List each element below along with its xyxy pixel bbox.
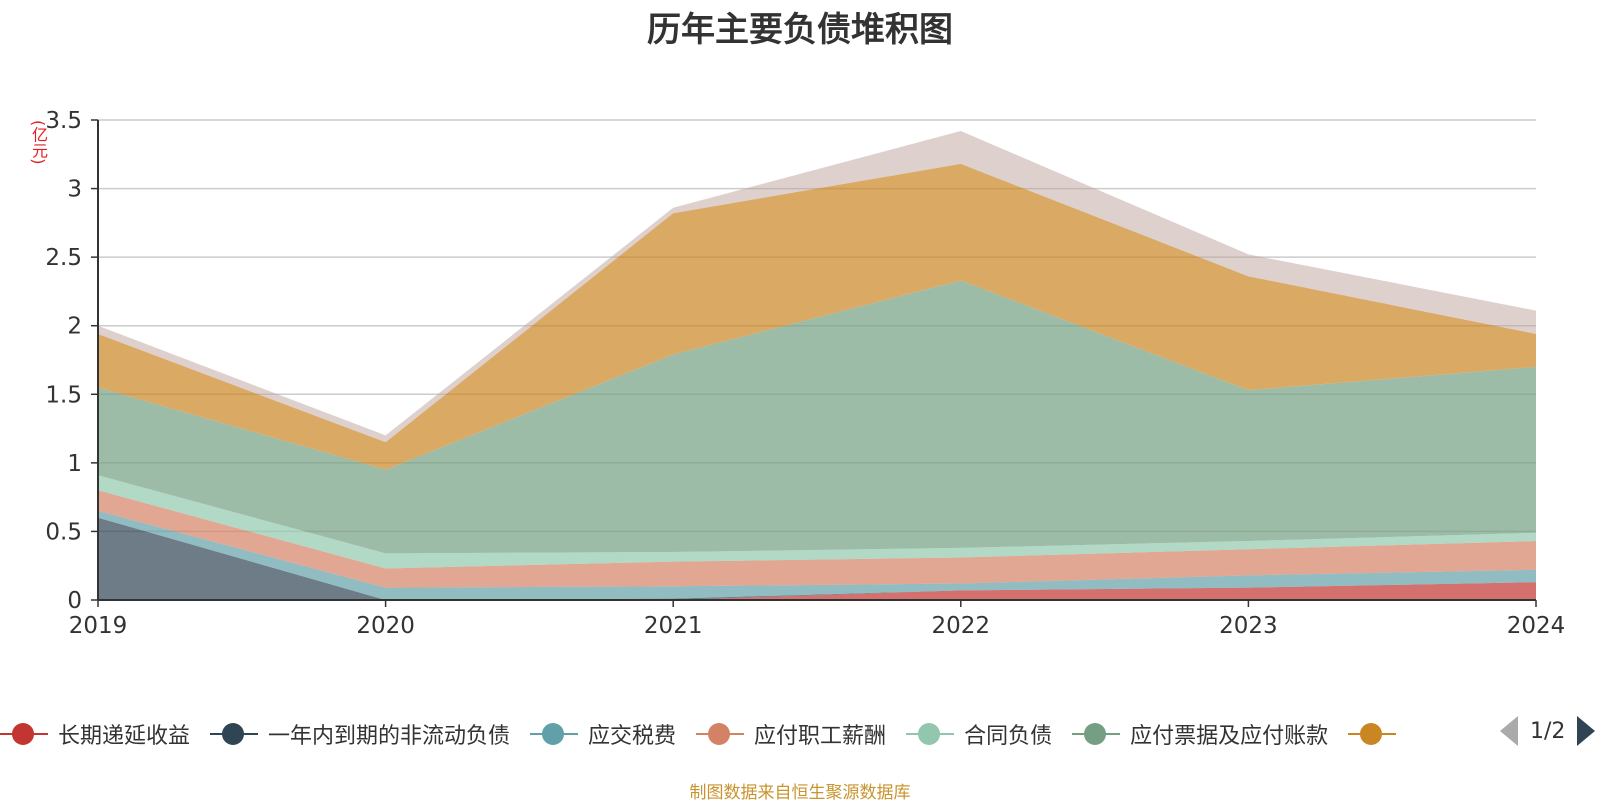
legend-marker-icon xyxy=(1348,722,1397,746)
legend-item[interactable]: 合同负债 xyxy=(906,718,1052,750)
area-series-5[interactable] xyxy=(98,475,1536,569)
area-series-6[interactable] xyxy=(98,280,1536,554)
legend-marker-dot xyxy=(1084,723,1107,745)
area-series-4[interactable] xyxy=(98,490,1536,588)
legend-label: 应交税费 xyxy=(588,724,677,749)
legend-label: 长期递延收益 xyxy=(58,724,191,749)
area-series-2[interactable] xyxy=(98,517,1536,600)
data-source-note: 制图数据来自恒生聚源数据库 xyxy=(689,783,911,803)
area-series-1[interactable] xyxy=(98,582,1536,600)
legend-item[interactable]: 应付职工薪酬 xyxy=(696,718,886,750)
legend-item[interactable]: 长期递延收益 xyxy=(0,718,190,750)
area-series-7[interactable] xyxy=(98,163,1536,470)
y-tick-label: 1.5 xyxy=(45,382,82,408)
y-tick-label: 1 xyxy=(67,451,82,477)
legend-marker-icon xyxy=(0,722,48,746)
legend-marker-dot xyxy=(708,723,731,745)
y-tick-label: 2.5 xyxy=(45,245,82,271)
x-tick-label: 2024 xyxy=(1507,613,1566,639)
legend: 长期递延收益 一年内到期的非流动负债 应交税费 应付职工薪酬 合同负债 应付票据及应付账款 xyxy=(0,716,1600,752)
legend-prev-page-icon[interactable] xyxy=(1500,716,1518,746)
y-tick-label: 2 xyxy=(67,314,82,340)
legend-next-page-icon[interactable] xyxy=(1577,716,1596,746)
x-tick-label: 2022 xyxy=(932,613,991,639)
legend-marker-dot xyxy=(222,723,245,745)
legend-item[interactable]: 应交税费 xyxy=(530,718,676,750)
legend-marker-icon xyxy=(210,722,259,746)
y-tick-label: 3.5 xyxy=(45,108,82,134)
legend-page-indicator: 1/2 xyxy=(1530,718,1566,744)
legend-label: 一年内到期的非流动负债 xyxy=(268,724,511,749)
legend-marker-dot xyxy=(918,723,941,745)
legend-pager: 1/2 xyxy=(1500,716,1596,746)
legend-marker-dot xyxy=(542,723,565,745)
legend-item[interactable] xyxy=(1348,722,1406,746)
x-tick-label: 2020 xyxy=(356,613,415,639)
y-tick-label: 0.5 xyxy=(45,519,82,545)
y-axis-unit-label: (亿元) xyxy=(29,120,48,165)
area-series-3[interactable] xyxy=(98,510,1536,600)
legend-label: 应付职工薪酬 xyxy=(754,724,887,749)
x-tick-label: 2021 xyxy=(644,613,703,639)
chart-title: 历年主要负债堆积图 xyxy=(647,10,953,50)
y-tick-label: 0 xyxy=(67,588,82,614)
x-tick-label: 2019 xyxy=(69,613,128,639)
legend-marker-icon xyxy=(1072,722,1121,746)
legend-label: 应付票据及应付账款 xyxy=(1130,724,1329,749)
legend-marker-icon xyxy=(906,722,955,746)
y-tick-label: 3 xyxy=(67,177,82,203)
legend-marker-dot xyxy=(12,723,34,745)
legend-item[interactable]: 应付票据及应付账款 xyxy=(1072,718,1328,750)
legend-marker-icon xyxy=(696,722,745,746)
legend-marker-icon xyxy=(530,722,579,746)
plot-area: 0 0.5 1 1.5 2 2.5 3 3.5 2019 2020 2021 2022 2023 2024 xyxy=(45,108,1566,639)
x-tick-label: 2023 xyxy=(1219,613,1278,639)
legend-marker-dot xyxy=(1360,723,1383,745)
legend-item[interactable]: 一年内到期的非流动负债 xyxy=(210,718,510,750)
legend-label: 合同负债 xyxy=(964,724,1053,749)
